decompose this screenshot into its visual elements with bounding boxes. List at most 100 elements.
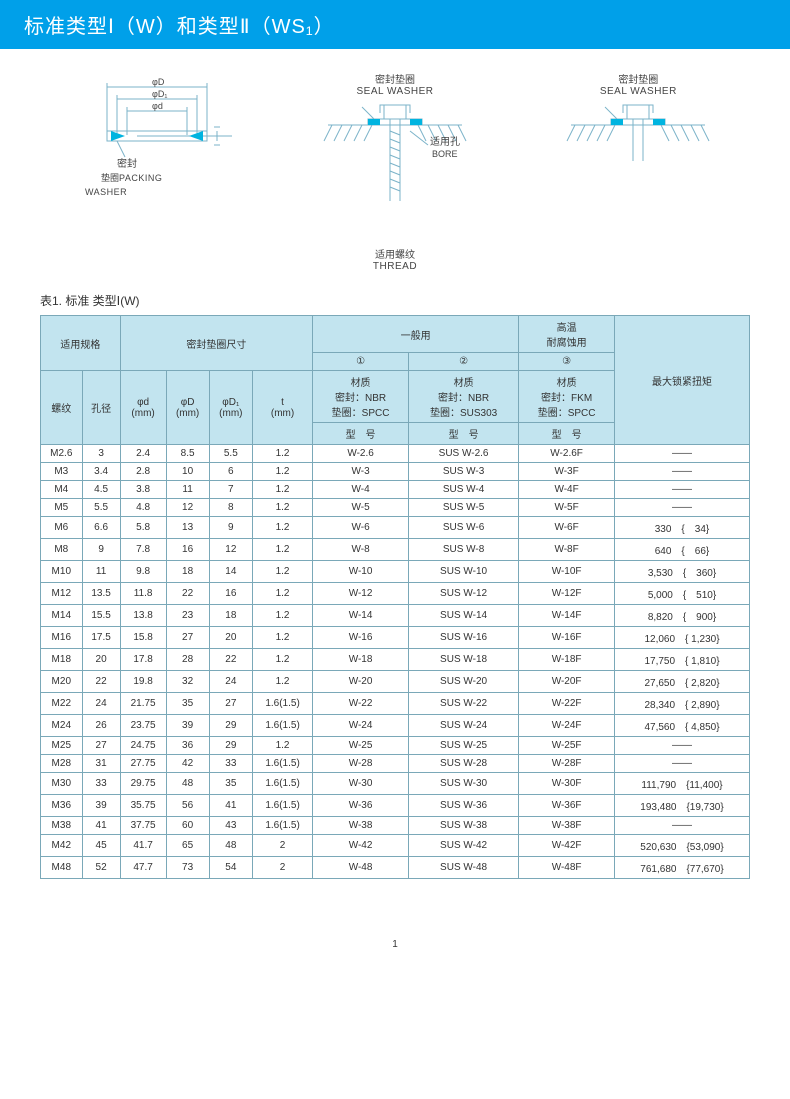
cell-t: 1.2 [252, 517, 312, 539]
cell-th: M38 [41, 817, 83, 835]
cell-bore: 13.5 [82, 583, 120, 605]
cell-D1: 27 [209, 693, 252, 715]
cell-d: 35.75 [120, 795, 166, 817]
cell-d: 41.7 [120, 835, 166, 857]
cell-m2: SUS W-28 [408, 755, 518, 773]
cell-bore: 27 [82, 737, 120, 755]
cell-tq: 111,790 {11,400} [615, 773, 750, 795]
cell-bore: 31 [82, 755, 120, 773]
cell-bore: 39 [82, 795, 120, 817]
table-row: M222421.7535271.6(1.5)W-22SUS W-22W-22F2… [41, 693, 750, 715]
cell-bore: 41 [82, 817, 120, 835]
cell-th: M2.6 [41, 445, 83, 463]
right-top-cn: 密封垫圈 [553, 71, 723, 86]
cell-D1: 22 [209, 649, 252, 671]
cell-m1: W-22 [313, 693, 409, 715]
cell-D: 16 [166, 539, 209, 561]
cell-D: 73 [166, 857, 209, 879]
cell-m3: W-48F [519, 857, 615, 879]
cell-t: 1.2 [252, 737, 312, 755]
cell-m2: SUS W-12 [408, 583, 518, 605]
table-row: M897.816121.2W-8SUS W-8W-8F640 { 66} [41, 539, 750, 561]
diagram-left-svg: φD φD₁ φd 密封 垫圈 PACKING WASHER [67, 69, 237, 219]
cell-t: 1.2 [252, 499, 312, 517]
cell-D1: 16 [209, 583, 252, 605]
cell-m3: W-3F [519, 463, 615, 481]
cell-m3: W-30F [519, 773, 615, 795]
cell-m3: W-4F [519, 481, 615, 499]
cell-t: 2 [252, 857, 312, 879]
bore-cn: 适用孔 [430, 136, 460, 148]
cell-m1: W-5 [313, 499, 409, 517]
cell-d: 11.8 [120, 583, 166, 605]
cell-bore: 17.5 [82, 627, 120, 649]
cell-m1: W-4 [313, 481, 409, 499]
cell-m2: SUS W-8 [408, 539, 518, 561]
cell-m1: W-25 [313, 737, 409, 755]
cell-tq: —— [615, 817, 750, 835]
cell-D: 36 [166, 737, 209, 755]
cell-bore: 52 [82, 857, 120, 879]
hdr-phiD: φD(mm) [166, 371, 209, 445]
cell-m1: W-20 [313, 671, 409, 693]
table-row: M182017.828221.2W-18SUS W-18W-18F17,750 … [41, 649, 750, 671]
cell-th: M42 [41, 835, 83, 857]
mid-top-cn: 密封垫圈 [310, 71, 480, 86]
cell-t: 1.2 [252, 627, 312, 649]
cell-m1: W-6 [313, 517, 409, 539]
cell-tq: 27,650 { 2,820} [615, 671, 750, 693]
cell-th: M48 [41, 857, 83, 879]
cell-D1: 6 [209, 463, 252, 481]
cell-t: 1.2 [252, 671, 312, 693]
cell-d: 23.75 [120, 715, 166, 737]
cell-tq: —— [615, 755, 750, 773]
cell-bore: 45 [82, 835, 120, 857]
table-row: M1617.515.827201.2W-16SUS W-16W-16F12,06… [41, 627, 750, 649]
cell-tq: —— [615, 463, 750, 481]
dim-d: φd [152, 101, 163, 111]
cell-t: 1.6(1.5) [252, 795, 312, 817]
table-row: M2.632.48.55.51.2W-2.6SUS W-2.6W-2.6F—— [41, 445, 750, 463]
cell-m2: SUS W-6 [408, 517, 518, 539]
cell-d: 19.8 [120, 671, 166, 693]
cell-tq: 3,530 { 360} [615, 561, 750, 583]
table-row: M10119.818141.2W-10SUS W-10W-10F3,530 { … [41, 561, 750, 583]
cell-D: 42 [166, 755, 209, 773]
cell-D: 11 [166, 481, 209, 499]
cell-m3: W-36F [519, 795, 615, 817]
hdr-c1: ① [313, 353, 409, 371]
cell-m2: SUS W-16 [408, 627, 518, 649]
cell-m3: W-12F [519, 583, 615, 605]
cell-d: 15.8 [120, 627, 166, 649]
cell-D1: 8 [209, 499, 252, 517]
cell-d: 9.8 [120, 561, 166, 583]
cell-d: 2.8 [120, 463, 166, 481]
hdr-c2: ② [408, 353, 518, 371]
cell-th: M3 [41, 463, 83, 481]
cell-D1: 35 [209, 773, 252, 795]
table-row: M55.54.81281.2W-5SUS W-5W-5F—— [41, 499, 750, 517]
cell-tq: 193,480 {19,730} [615, 795, 750, 817]
cell-t: 1.2 [252, 445, 312, 463]
hdr-phiD1: φD₁(mm) [209, 371, 252, 445]
cell-m3: W-42F [519, 835, 615, 857]
cell-m2: SUS W-2.6 [408, 445, 518, 463]
cell-D: 39 [166, 715, 209, 737]
table-row: M363935.7556411.6(1.5)W-36SUS W-36W-36F1… [41, 795, 750, 817]
cell-D1: 48 [209, 835, 252, 857]
cell-m1: W-2.6 [313, 445, 409, 463]
cell-m3: W-38F [519, 817, 615, 835]
hdr-torque: 最大锁紧扭矩 [615, 316, 750, 445]
cell-m2: SUS W-14 [408, 605, 518, 627]
cell-d: 4.8 [120, 499, 166, 517]
cell-D: 28 [166, 649, 209, 671]
cell-tq: 761,680 {77,670} [615, 857, 750, 879]
cell-m3: W-8F [519, 539, 615, 561]
hdr-model3: 型 号 [519, 423, 615, 445]
cell-D1: 24 [209, 671, 252, 693]
cell-t: 1.6(1.5) [252, 773, 312, 795]
cell-d: 17.8 [120, 649, 166, 671]
cell-t: 1.6(1.5) [252, 715, 312, 737]
hdr-thread: 螺纹 [41, 371, 83, 445]
cell-D1: 43 [209, 817, 252, 835]
